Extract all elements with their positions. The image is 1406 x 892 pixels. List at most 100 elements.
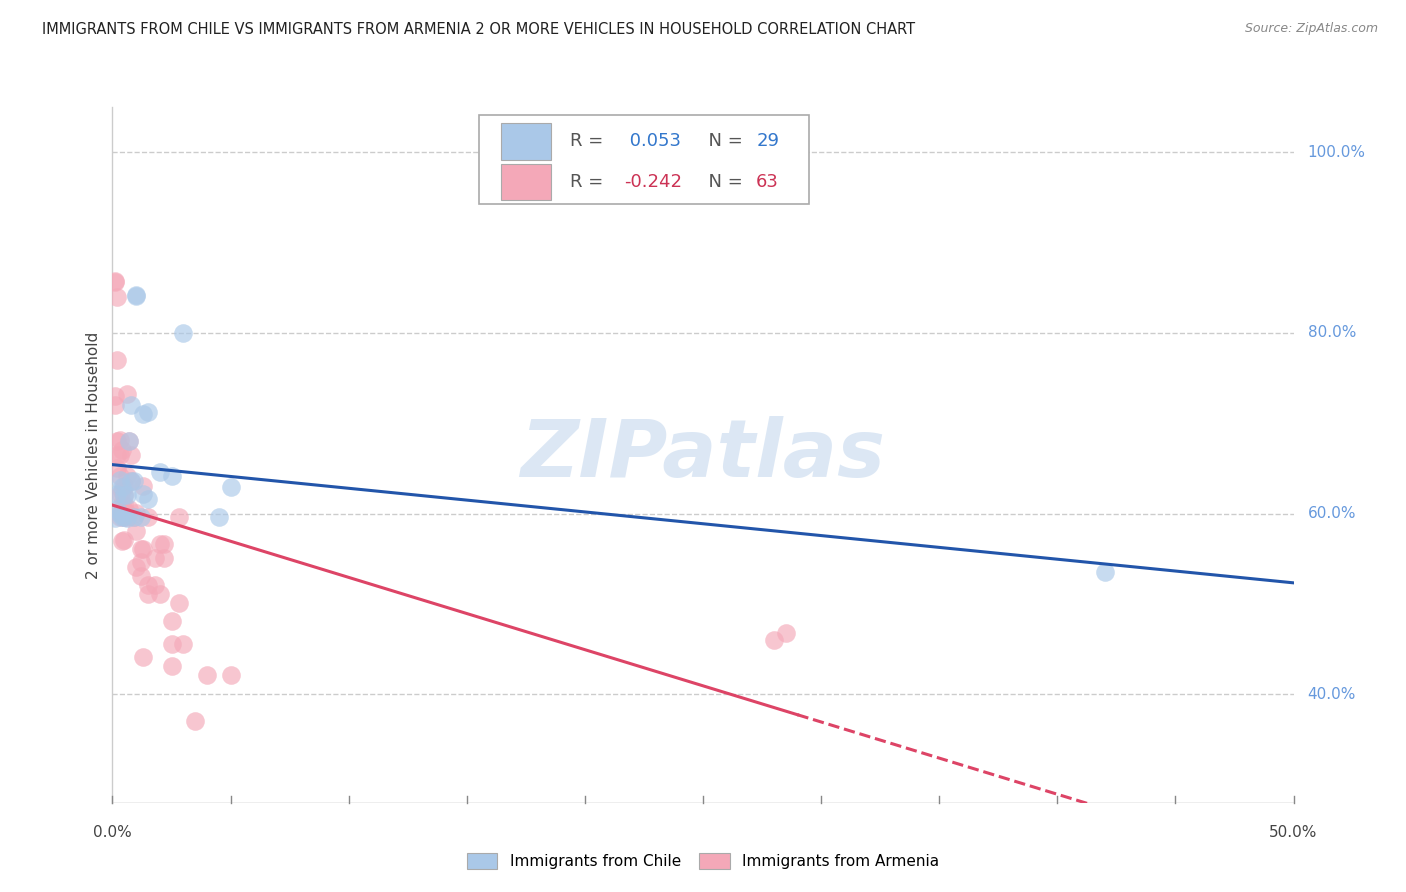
Point xyxy=(105,434,128,449)
Point xyxy=(118,502,141,516)
Text: 100.0%: 100.0% xyxy=(1308,145,1365,160)
Point xyxy=(195,668,218,682)
Text: 63: 63 xyxy=(756,173,779,191)
Point xyxy=(108,510,131,524)
Point xyxy=(105,353,128,368)
Point xyxy=(112,510,135,524)
Point xyxy=(208,510,231,524)
Y-axis label: 2 or more Vehicles in Household: 2 or more Vehicles in Household xyxy=(86,331,101,579)
Point xyxy=(122,510,145,524)
Point xyxy=(219,479,242,493)
Point xyxy=(108,468,131,483)
Point xyxy=(105,502,128,516)
Point xyxy=(112,510,135,524)
Point xyxy=(184,714,207,728)
Text: 0.0%: 0.0% xyxy=(93,825,132,840)
Point xyxy=(125,524,148,538)
FancyBboxPatch shape xyxy=(501,123,551,160)
Point xyxy=(136,405,159,419)
Legend: Immigrants from Chile, Immigrants from Armenia: Immigrants from Chile, Immigrants from A… xyxy=(461,847,945,875)
Point xyxy=(108,433,131,447)
Point xyxy=(122,510,145,524)
Point xyxy=(149,465,172,479)
Point xyxy=(115,468,138,483)
Point xyxy=(120,398,142,412)
Text: 0.053: 0.053 xyxy=(624,132,681,151)
Point xyxy=(108,506,131,520)
Text: 29: 29 xyxy=(756,132,779,151)
Point xyxy=(108,448,131,462)
Text: R =: R = xyxy=(569,173,609,191)
Point xyxy=(104,511,127,525)
Point xyxy=(112,488,135,502)
Point xyxy=(111,497,134,511)
Point xyxy=(118,434,141,449)
Point xyxy=(129,541,152,556)
Point xyxy=(132,541,155,556)
Point xyxy=(112,533,135,547)
Point xyxy=(125,288,148,302)
Point xyxy=(149,537,172,551)
Point xyxy=(129,569,152,583)
Point xyxy=(1094,566,1116,580)
Point xyxy=(111,443,134,458)
Point xyxy=(112,497,135,511)
Point xyxy=(136,510,159,524)
Point xyxy=(111,506,134,520)
Point xyxy=(125,560,148,574)
Point xyxy=(172,637,194,651)
Point xyxy=(115,506,138,520)
Point xyxy=(108,473,131,487)
Point xyxy=(120,474,142,488)
Point xyxy=(115,510,138,524)
Point xyxy=(132,650,155,665)
Point xyxy=(160,637,183,651)
Point xyxy=(143,550,166,565)
Text: Source: ZipAtlas.com: Source: ZipAtlas.com xyxy=(1244,22,1378,36)
Point xyxy=(149,587,172,601)
Point xyxy=(219,668,242,682)
Point xyxy=(104,275,127,289)
Point xyxy=(105,448,128,462)
Point xyxy=(136,578,159,592)
FancyBboxPatch shape xyxy=(478,115,810,204)
Point xyxy=(129,556,152,570)
Text: 80.0%: 80.0% xyxy=(1308,326,1355,341)
Point xyxy=(111,479,134,493)
Text: 50.0%: 50.0% xyxy=(1270,825,1317,840)
Point xyxy=(105,487,128,501)
Point xyxy=(112,478,135,492)
Text: IMMIGRANTS FROM CHILE VS IMMIGRANTS FROM ARMENIA 2 OR MORE VEHICLES IN HOUSEHOLD: IMMIGRANTS FROM CHILE VS IMMIGRANTS FROM… xyxy=(42,22,915,37)
Point xyxy=(132,487,155,501)
Point xyxy=(762,633,785,648)
Text: 60.0%: 60.0% xyxy=(1308,506,1357,521)
Point xyxy=(111,484,134,499)
Point xyxy=(120,474,142,488)
Point xyxy=(112,488,135,502)
Point xyxy=(132,407,155,421)
Point xyxy=(111,533,134,548)
Point xyxy=(132,478,155,492)
Point xyxy=(136,587,159,601)
Point xyxy=(105,290,128,304)
Point xyxy=(108,487,131,501)
Point xyxy=(115,511,138,525)
Point xyxy=(105,460,128,475)
Point xyxy=(125,289,148,303)
Text: R =: R = xyxy=(569,132,609,151)
Point xyxy=(111,510,134,524)
Point xyxy=(167,596,190,610)
Point xyxy=(125,506,148,520)
Point xyxy=(143,578,166,592)
Point xyxy=(118,434,141,449)
FancyBboxPatch shape xyxy=(501,163,551,200)
Text: -0.242: -0.242 xyxy=(624,173,682,191)
Point xyxy=(160,468,183,483)
Point xyxy=(104,389,127,403)
Point xyxy=(167,510,190,524)
Text: N =: N = xyxy=(697,132,748,151)
Point xyxy=(136,492,159,507)
Point xyxy=(775,626,797,640)
Text: 40.0%: 40.0% xyxy=(1308,687,1355,702)
Point xyxy=(108,507,131,521)
